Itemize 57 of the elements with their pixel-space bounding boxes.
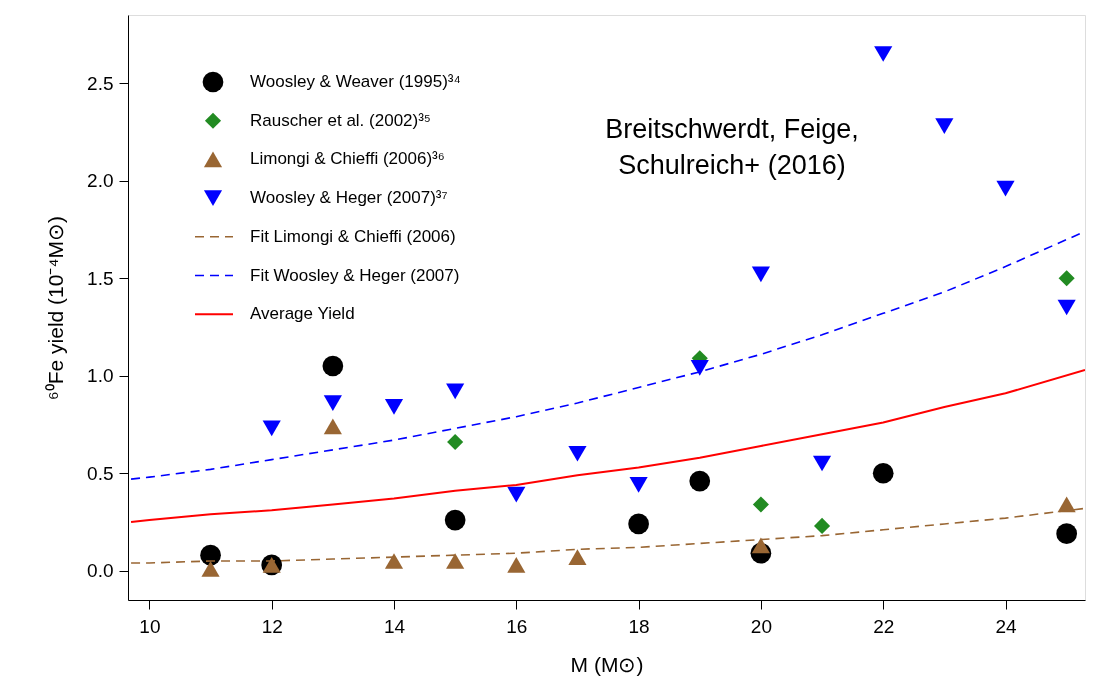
x-tick-label: 20 <box>750 615 772 637</box>
y-tick-label: 2.0 <box>87 170 114 192</box>
y-axis-title: ⁶⁰Fe yield (10⁻⁴M⊙) <box>44 216 68 400</box>
annotation: Breitschwerdt, Feige, Schulreich+ (2016) <box>605 114 859 180</box>
legend-label: Woosley & Heger (2007)³⁷ <box>250 188 448 208</box>
point <box>568 445 587 462</box>
point <box>384 553 404 569</box>
point <box>447 433 464 451</box>
point <box>872 462 894 484</box>
point <box>751 537 770 554</box>
x-axis-title: M (M⊙) <box>570 652 644 676</box>
point <box>568 549 587 565</box>
x-tick-label: 18 <box>628 615 650 637</box>
point <box>752 496 769 513</box>
y-tick-label: 1.5 <box>87 267 114 289</box>
legend-label: Limongi & Chieffi (2006)³⁶ <box>250 149 445 169</box>
point <box>384 399 404 415</box>
y-tick-label: 1.0 <box>87 365 114 387</box>
point <box>322 355 344 377</box>
point <box>996 180 1015 197</box>
legend-label: Woosley & Weaver (1995)³⁴ <box>250 72 461 91</box>
legend-label: Average Yield <box>250 304 355 324</box>
x-tick-label: 10 <box>139 615 161 637</box>
point <box>201 560 220 577</box>
point <box>446 383 465 400</box>
x-tick-label: 22 <box>873 615 895 637</box>
x-tick-label: 12 <box>261 615 283 637</box>
point <box>628 513 649 535</box>
x-tick-label: 16 <box>506 615 528 637</box>
point <box>507 557 526 573</box>
line-series <box>130 368 1085 523</box>
y-tick-label: 2.5 <box>87 72 114 94</box>
point <box>200 544 221 566</box>
x-tick-label: 24 <box>995 615 1017 637</box>
legend-label: Rauscher et al. (2002)³⁵ <box>250 110 431 130</box>
point <box>323 395 342 411</box>
point <box>689 470 711 492</box>
point <box>262 420 281 437</box>
point <box>507 486 526 503</box>
legend-label: Fit Limongi & Chieffi (2006) <box>250 226 456 246</box>
point <box>690 360 709 376</box>
point <box>446 553 465 569</box>
point <box>813 517 831 534</box>
y-tick-label: 0.0 <box>87 560 114 582</box>
point <box>874 46 893 62</box>
point <box>812 455 832 472</box>
x-tick-label: 14 <box>383 615 406 637</box>
point <box>751 266 770 283</box>
point <box>1057 299 1076 316</box>
y-tick-label: 0.5 <box>87 462 114 484</box>
point <box>323 418 342 435</box>
point <box>935 118 954 135</box>
point <box>1056 523 1078 545</box>
point <box>1058 270 1075 287</box>
point <box>629 477 648 493</box>
legend-label: Fit Woosley & Heger (2007) <box>250 265 460 285</box>
point <box>444 509 466 531</box>
